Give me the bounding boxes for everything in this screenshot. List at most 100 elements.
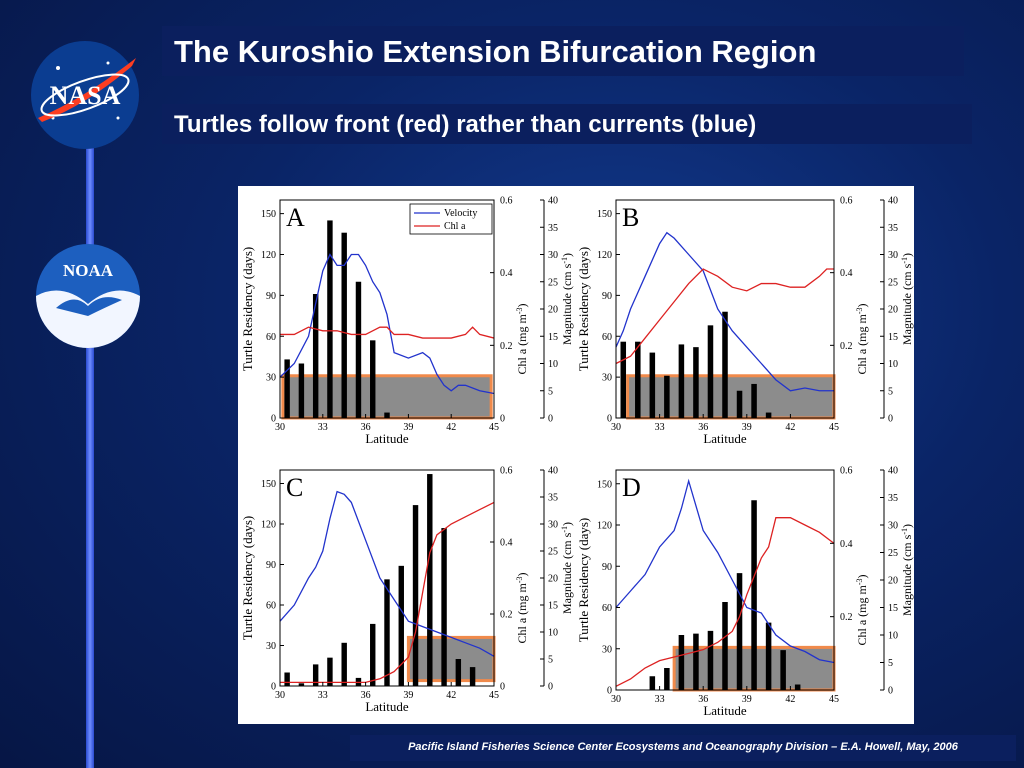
highlight-box xyxy=(406,635,496,683)
y-tick-label: 60 xyxy=(266,601,276,612)
y-axis-label: Turtle Residency (days) xyxy=(240,247,255,371)
residency-bar xyxy=(765,412,772,418)
chl-tick-label: 0.4 xyxy=(500,538,513,549)
panel-letter: B xyxy=(622,203,639,232)
residency-bar xyxy=(298,683,305,686)
residency-bar xyxy=(441,528,447,686)
residency-bar xyxy=(707,325,714,418)
chl-tick-label: 0.6 xyxy=(500,466,513,477)
magnitude-tick-label: 40 xyxy=(888,196,898,207)
residency-bar xyxy=(649,676,656,690)
residency-bar xyxy=(664,668,670,690)
y-tick-label: 0 xyxy=(607,414,612,425)
residency-bar xyxy=(298,363,305,418)
magnitude-tick-label: 0 xyxy=(888,414,893,425)
x-tick-label: 30 xyxy=(611,422,621,433)
magnitude-tick-label: 40 xyxy=(888,466,898,477)
magnitude-tick-label: 5 xyxy=(888,658,893,669)
chl-line xyxy=(280,501,495,684)
magnitude-tick-label: 15 xyxy=(548,601,558,612)
chl-tick-label: 0.4 xyxy=(840,268,853,279)
residency-bar xyxy=(384,412,390,418)
y-tick-label: 120 xyxy=(261,250,276,261)
chl-axis-label: Chl a (mg m-3) xyxy=(515,304,530,375)
residency-bar xyxy=(736,573,743,690)
nasa-logo-text: NASA xyxy=(50,81,121,110)
nasa-logo: NASA xyxy=(28,38,142,152)
residency-bar xyxy=(370,623,376,686)
noaa-logo-text: NOAA xyxy=(63,261,114,280)
x-tick-label: 33 xyxy=(318,690,328,701)
x-tick-label: 33 xyxy=(318,422,328,433)
residency-bar xyxy=(678,344,685,418)
magnitude-tick-label: 20 xyxy=(548,574,558,585)
chart-panel-d: 30 33 36 39 42 45Latitude0306090120150Turtle … xyxy=(576,466,914,719)
magnitude-tick-label: 25 xyxy=(888,548,898,559)
x-tick-label: 33 xyxy=(655,694,665,705)
magnitude-axis-label: Magnitude (cm s-1) xyxy=(900,524,915,616)
residency-bar xyxy=(370,340,376,418)
magnitude-axis-label: Magnitude (cm s-1) xyxy=(560,522,575,614)
x-axis-label: Latitude xyxy=(365,431,409,446)
magnitude-tick-label: 5 xyxy=(548,386,553,397)
chl-tick-label: 0.6 xyxy=(500,196,513,207)
residency-bar xyxy=(469,667,476,686)
chart-panel-b: 30 33 36 39 42 45Latitude0306090120150Turtle … xyxy=(576,196,914,447)
residency-bar xyxy=(341,642,347,686)
plot-frame xyxy=(279,469,495,687)
residency-bar xyxy=(327,220,333,418)
y-tick-label: 30 xyxy=(266,641,276,652)
x-tick-label: 42 xyxy=(785,422,795,433)
chl-tick-label: 0.2 xyxy=(840,341,853,352)
velocity-line xyxy=(279,253,495,395)
chl-tick-label: 0 xyxy=(500,414,505,425)
x-tick-label: 30 xyxy=(275,422,285,433)
noaa-logo: NOAA xyxy=(34,242,142,350)
magnitude-tick-label: 10 xyxy=(888,631,898,642)
magnitude-tick-label: 20 xyxy=(888,305,898,316)
magnitude-tick-label: 0 xyxy=(888,686,893,697)
residency-bar xyxy=(678,635,685,690)
y-tick-label: 60 xyxy=(602,603,612,614)
chart-panel-a: 30 33 36 39 42 45Latitude0306090120150Turtle … xyxy=(240,196,574,447)
residency-bar xyxy=(722,602,728,690)
decorative-vertical-line xyxy=(86,140,94,768)
y-tick-label: 90 xyxy=(266,291,276,302)
residency-bar xyxy=(635,341,641,418)
magnitude-tick-label: 25 xyxy=(548,547,558,558)
chl-tick-label: 0.6 xyxy=(840,196,853,207)
magnitude-tick-label: 10 xyxy=(888,359,898,370)
residency-bar xyxy=(751,383,757,418)
panel-letter: D xyxy=(622,473,641,502)
x-tick-label: 39 xyxy=(742,422,752,433)
residency-bar xyxy=(649,352,656,418)
y-tick-label: 0 xyxy=(607,686,612,697)
magnitude-tick-label: 35 xyxy=(888,223,898,234)
magnitude-tick-label: 35 xyxy=(548,223,558,234)
chl-tick-label: 0.2 xyxy=(840,612,853,623)
residency-bar xyxy=(412,505,419,686)
chl-axis-label: Chl a (mg m-3) xyxy=(515,573,530,644)
x-tick-label: 45 xyxy=(829,422,839,433)
x-axis-label: Latitude xyxy=(703,703,747,718)
chl-line xyxy=(615,517,835,687)
y-tick-label: 60 xyxy=(602,332,612,343)
x-tick-label: 33 xyxy=(655,422,665,433)
residency-bar xyxy=(693,633,699,690)
x-tick-label: 36 xyxy=(361,422,371,433)
magnitude-tick-label: 25 xyxy=(888,277,898,288)
footer-bar: Pacific Island Fisheries Science Center … xyxy=(350,735,1016,761)
x-tick-label: 42 xyxy=(785,694,795,705)
chl-axis-label: Chl a (mg m-3) xyxy=(855,575,870,646)
residency-bar xyxy=(355,281,362,418)
chl-line xyxy=(280,326,495,339)
magnitude-tick-label: 0 xyxy=(548,414,553,425)
residency-bar xyxy=(312,294,319,418)
y-axis-label: Turtle Residency (days) xyxy=(576,518,591,642)
footer-credit: Pacific Island Fisheries Science Center … xyxy=(408,741,958,753)
y-tick-label: 60 xyxy=(266,332,276,343)
x-tick-label: 30 xyxy=(275,690,285,701)
legend-velocity-label: Velocity xyxy=(444,208,477,219)
residency-bar xyxy=(707,630,714,690)
chart-panel-c: 30 33 36 39 42 45Latitude0306090120150Turtle … xyxy=(240,466,574,715)
